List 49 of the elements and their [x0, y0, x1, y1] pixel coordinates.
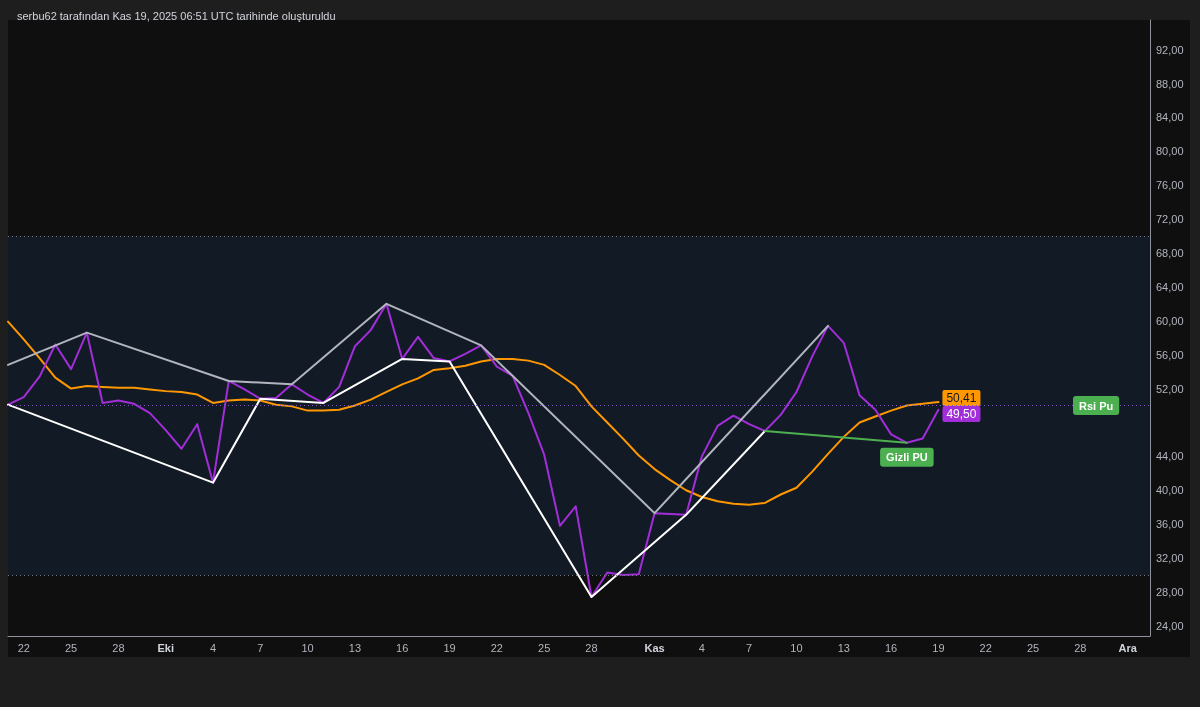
x-tick-label: 19 [932, 641, 945, 654]
x-tick-label: 25 [1026, 641, 1040, 654]
y-tick-label: 76,00 [1156, 179, 1184, 192]
y-tick-label: 88,00 [1156, 77, 1184, 90]
y-tick-label: 84,00 [1156, 111, 1184, 124]
y-tick-label: 92,00 [1156, 43, 1184, 56]
x-tick-label: Kas [644, 641, 665, 654]
x-tick-label: Ara [1118, 641, 1138, 654]
y-tick-label: 60,00 [1156, 314, 1184, 327]
annotation: Rsi Pu [1079, 399, 1114, 412]
x-tick-label: 22 [490, 641, 503, 654]
y-tick-label: 36,00 [1156, 518, 1184, 531]
x-tick-label: 10 [301, 641, 314, 654]
x-tick-label: 13 [837, 641, 850, 654]
y-tick-label: 72,00 [1156, 213, 1184, 226]
y-tick-label: 44,00 [1156, 450, 1184, 463]
line-series [7, 357, 766, 599]
x-tick-label: 10 [790, 641, 803, 654]
x-tick-label: 13 [348, 641, 362, 654]
line-series [7, 302, 830, 515]
x-tick-label: 22 [17, 641, 30, 654]
data-label: 49,50 [946, 406, 977, 421]
y-tick-label: 40,00 [1156, 484, 1184, 497]
x-tick-label: 7 [746, 641, 753, 654]
x-tick-label: 4 [698, 641, 705, 654]
x-tick-label: 25 [64, 641, 78, 654]
y-tick-label: 52,00 [1156, 382, 1184, 395]
y-tick-label: 64,00 [1156, 280, 1184, 293]
y-tick-label: 24,00 [1156, 619, 1184, 632]
x-tick-label: 16 [396, 641, 409, 654]
y-tick-label: 28,00 [1156, 585, 1184, 598]
line-series [7, 320, 940, 506]
x-tick-label: 28 [112, 641, 125, 654]
y-tick-label: 68,00 [1156, 247, 1184, 260]
data-label: 50,41 [946, 390, 977, 405]
x-tick-label: 25 [538, 641, 551, 654]
x-tick-label: Eki [157, 641, 174, 654]
x-tick-label: 28 [1074, 641, 1087, 654]
y-tick-label: 32,00 [1156, 552, 1184, 565]
x-tick-label: 7 [257, 641, 264, 654]
x-tick-label: 28 [585, 641, 598, 654]
x-tick-label: 4 [209, 641, 217, 654]
y-tick-label: 80,00 [1156, 145, 1184, 158]
annotation: Gizli PU [886, 451, 928, 464]
chart-title: serbu62 tarafından Kas 19, 2025 06:51 UTC tarihinde oluşturuldu [17, 9, 336, 22]
x-tick-label: 22 [979, 641, 992, 654]
x-tick-label: 19 [443, 641, 456, 654]
x-tick-label: 16 [884, 641, 898, 654]
y-tick-label: 56,00 [1156, 348, 1184, 361]
